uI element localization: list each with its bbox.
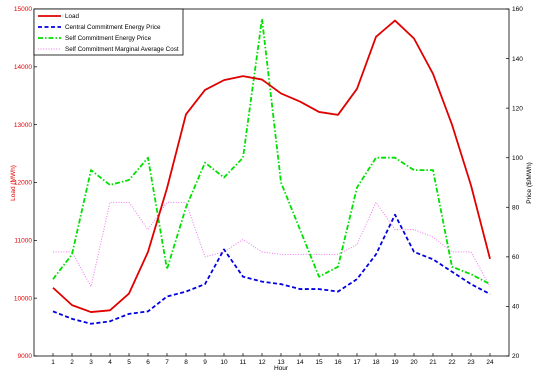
y-left-tick-label: 15000 — [14, 6, 32, 13]
y-right-tick-label: 140 — [512, 56, 523, 63]
x-tick-label: 7 — [165, 359, 169, 366]
x-tick-label: 13 — [277, 359, 285, 366]
x-tick-label: 21 — [429, 359, 437, 366]
x-tick-label: 15 — [315, 359, 323, 366]
y-right-tick-label: 60 — [512, 254, 520, 261]
x-tick-label: 8 — [184, 359, 188, 366]
y-left-tick-label: 14000 — [14, 64, 32, 71]
y-left-tick-label: 11000 — [14, 238, 32, 245]
x-tick-label: 5 — [127, 359, 131, 366]
x-tick-label: 6 — [146, 359, 150, 366]
series-line-2 — [52, 213, 491, 325]
x-axis-label: Hour — [274, 365, 289, 372]
y-right-tick-label: 40 — [512, 304, 520, 311]
series-line-3 — [52, 18, 491, 285]
y-left-tick-label: 13000 — [14, 122, 32, 129]
x-tick-label: 18 — [372, 359, 380, 366]
x-tick-label: 10 — [220, 359, 228, 366]
y-right-tick-label: 100 — [512, 155, 523, 162]
legend: Load Central Commitment Energy Price Self … — [33, 8, 184, 56]
x-tick-label: 4 — [108, 359, 112, 366]
series-line-1 — [52, 19, 491, 313]
y-left-tick-label: 12000 — [14, 180, 32, 187]
y-left-tick-label: 9000 — [18, 353, 33, 360]
y-axis-right-label: Price ($/MWh) — [526, 162, 533, 204]
axes — [33, 8, 510, 357]
x-tick-label: 16 — [334, 359, 342, 366]
x-tick-label: 3 — [89, 359, 93, 366]
y-axis-left-label: Load (MWh) — [10, 165, 17, 201]
y-left-tick-label: 10000 — [14, 295, 32, 302]
legend-label: Central Commitment Energy Price — [65, 24, 161, 31]
y-right-tick-label: 160 — [512, 6, 523, 13]
y-right-tick-label: 20 — [512, 353, 520, 360]
x-tick-label: 9 — [203, 359, 207, 366]
x-tick-label: 24 — [486, 359, 494, 366]
plot-area — [52, 18, 491, 325]
x-tick-label: 19 — [391, 359, 399, 366]
x-tick-label: 20 — [410, 359, 418, 366]
legend-label: Self Commitment Marginal Average Cost — [65, 46, 179, 53]
x-tick-label: 23 — [467, 359, 475, 366]
legend-label: Self Commitment Energy Price — [65, 35, 152, 42]
x-tick-label: 12 — [258, 359, 266, 366]
tick-labels: 1 2 3 4 5 6 7 8 9 10 11 12 13 14 15 16 17 18 19 20 21 22 23 249… — [14, 6, 523, 366]
x-tick-label: 11 — [240, 359, 247, 366]
y-right-tick-label: 80 — [512, 204, 520, 211]
legend-label: Load — [65, 13, 80, 20]
x-tick-label: 14 — [296, 359, 304, 366]
x-tick-label: 1 — [51, 359, 55, 366]
x-tick-label: 22 — [448, 359, 456, 366]
legend-items: Load Central Commitment Energy Price Self … — [38, 13, 179, 53]
x-tick-label: 2 — [70, 359, 74, 366]
y-right-tick-label: 120 — [512, 105, 523, 112]
x-tick-label: 17 — [353, 359, 361, 366]
